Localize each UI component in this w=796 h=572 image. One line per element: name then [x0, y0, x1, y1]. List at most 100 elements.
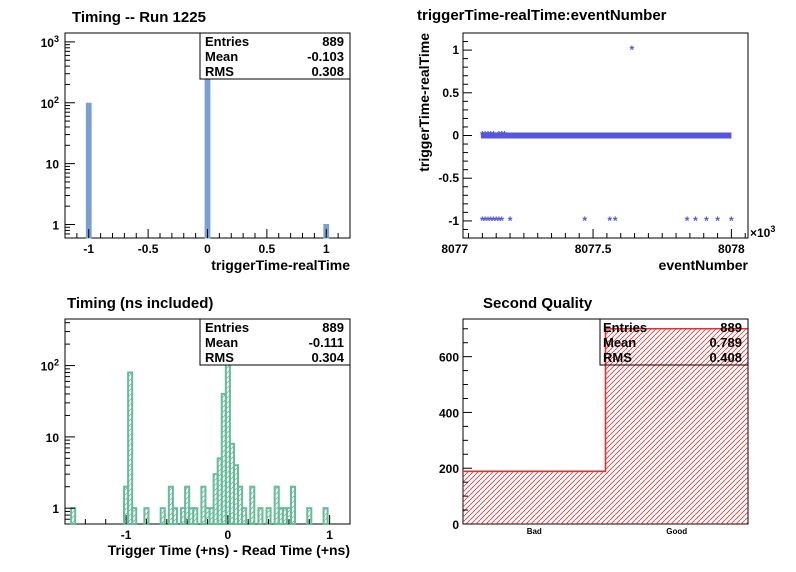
x-category-label: Good: [666, 527, 687, 536]
data-point: *: [715, 214, 720, 228]
data-point: *: [483, 214, 488, 228]
data-point: *: [704, 214, 709, 228]
y-tick-label: -1: [448, 214, 459, 228]
stats-value-entries: 889: [322, 320, 344, 335]
data-point: *: [480, 214, 485, 228]
stats-value-mean: -0.103: [307, 49, 344, 64]
panel-trigger-vs-event: triggerTime-realTime:eventNumber -1 -0.5 0 0…: [416, 7, 775, 273]
stats-value-entries: 889: [322, 34, 344, 49]
data-point: *: [613, 214, 618, 228]
histogram-bar: [463, 471, 606, 524]
data-point: *: [508, 214, 513, 228]
stats-label-mean: Mean: [205, 335, 238, 350]
stats-box: [199, 318, 351, 366]
y-axis-label: triggerTime-realTime: [416, 33, 432, 172]
x-tick-label: 1: [323, 242, 330, 256]
data-point: *: [497, 214, 502, 228]
x-tick-label: -1: [83, 242, 94, 256]
y-tick-label: -0.5: [438, 171, 459, 185]
stats-box: [599, 318, 749, 366]
stats-value-rms: 0.408: [709, 350, 742, 365]
histogram-outline: [463, 327, 748, 473]
y-tick-label: 10: [46, 158, 60, 172]
x-category-label: Bad: [527, 527, 542, 536]
stats-label-mean: Mean: [603, 335, 636, 350]
stats-label-rms: RMS: [603, 350, 632, 365]
data-point: *: [488, 129, 493, 143]
chart-title: triggerTime-realTime:eventNumber: [417, 7, 667, 24]
chart-title: Second Quality: [483, 295, 593, 312]
histogram-bar: [171, 507, 178, 525]
data-point: *: [488, 214, 493, 228]
histogram-bar: [322, 507, 329, 525]
data-point: *: [497, 129, 502, 143]
y-tick-label: 1: [452, 43, 459, 57]
x-tick-label: 8078: [718, 242, 745, 256]
y-tick-label: 0.5: [442, 86, 459, 100]
stats-value-mean: 0.789: [709, 335, 742, 350]
y-tick-label: 400: [439, 406, 459, 420]
x-axis-label: eventNumber: [659, 257, 749, 273]
histogram-bar: [237, 485, 244, 525]
data-point: *: [494, 214, 499, 228]
x-axis-multiplier: ×103: [750, 224, 775, 240]
data-point: *: [483, 129, 488, 143]
y-tick-label: 1: [52, 502, 59, 516]
data-point: *: [486, 129, 491, 143]
y-tick-label: 600: [439, 351, 459, 365]
y-tick-label: 0: [452, 129, 459, 143]
data-point: *: [499, 214, 504, 228]
x-tick-label: 8077.5: [575, 242, 612, 256]
stats-box: [199, 32, 351, 80]
zero-band-points: [480, 132, 732, 139]
data-point: *: [685, 214, 690, 228]
data-point: *: [480, 129, 485, 143]
stats-label-mean: Mean: [205, 49, 238, 64]
histogram-bar: [200, 485, 207, 525]
stats-label-rms: RMS: [205, 64, 234, 79]
histogram-bar: [249, 485, 256, 525]
y-tick-label: 102: [41, 95, 59, 111]
x-tick-label: 0: [225, 528, 232, 542]
x-axis-label: triggerTime-realTime: [211, 257, 350, 273]
stats-label-entries: Entries: [205, 320, 249, 335]
stats-value-entries: 889: [720, 320, 742, 335]
histogram-bar: [241, 507, 248, 525]
y-tick-label: 200: [439, 462, 459, 476]
stats-label-rms: RMS: [205, 350, 234, 365]
histogram-bar: [257, 507, 264, 525]
histogram-bar: [605, 328, 748, 524]
data-point: *: [486, 214, 491, 228]
data-point: *: [582, 214, 587, 228]
histogram-bar: [131, 507, 138, 525]
data-point: *: [629, 43, 634, 57]
y-tick-label: 102: [41, 358, 59, 374]
stats-label-entries: Entries: [603, 320, 647, 335]
histogram-bar: [167, 485, 174, 525]
x-tick-label: 8077: [441, 242, 468, 256]
stats-value-mean: -0.111: [309, 335, 344, 350]
y-tick-label: 0: [452, 518, 459, 532]
histogram-bar: [289, 485, 297, 525]
histogram-bar: [192, 507, 199, 525]
data-point: *: [491, 214, 496, 228]
stats-label-entries: Entries: [205, 34, 249, 49]
x-axis-label: Trigger Time (+ns) - Read Time (+ns): [108, 542, 350, 558]
data-point: *: [607, 214, 612, 228]
y-tick-label: 10: [46, 431, 60, 445]
x-tick-label: 0.5: [259, 242, 276, 256]
data-point: *: [693, 214, 698, 228]
stats-value-rms: 0.308: [311, 64, 344, 79]
histogram-bar: [159, 507, 166, 525]
chart-title: Timing -- Run 1225: [72, 9, 206, 26]
stats-value-rms: 0.304: [311, 350, 344, 365]
y-tick-label: 1: [52, 218, 59, 232]
data-point: *: [502, 129, 507, 143]
chart-title: Timing (ns included): [67, 295, 213, 312]
x-tick-label: -1: [121, 528, 132, 542]
data-point: *: [499, 129, 504, 143]
histogram-bar: [70, 507, 77, 525]
histogram-bar: [273, 485, 280, 525]
